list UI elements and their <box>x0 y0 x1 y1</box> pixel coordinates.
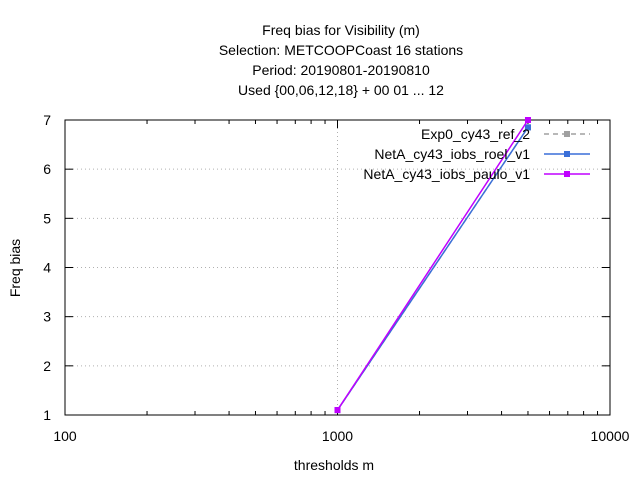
data-point <box>524 117 531 123</box>
grid <box>65 120 610 415</box>
legend-label: Exp0_cy43_ref_2 <box>421 126 530 142</box>
legend-marker <box>564 171 570 177</box>
y-tick-label: 1 <box>43 407 51 423</box>
legend: Exp0_cy43_ref_2 NetA_cy43_iobs_roel_v1 Net… <box>363 126 590 182</box>
data-point <box>524 124 531 131</box>
title-line: Freq bias for Visibility (m) <box>262 22 420 38</box>
data-point <box>334 407 341 414</box>
series-layer <box>334 117 531 414</box>
y-tick-label: 5 <box>43 210 51 226</box>
legend-label: NetA_cy43_iobs_roel_v1 <box>374 146 530 162</box>
title-line: Period: 20190801-20190810 <box>252 62 430 78</box>
x-axis-label: thresholds m <box>294 457 374 473</box>
series-line <box>336 119 529 411</box>
y-tick-label: 6 <box>43 161 51 177</box>
title-line: Selection: METCOOPCoast 16 stations <box>219 42 463 58</box>
x-tick-label: 1000 <box>322 428 353 444</box>
y-tick-label: 4 <box>43 260 51 276</box>
y-tick-label: 7 <box>43 112 51 128</box>
title-line: Used {00,06,12,18} + 00 01 ... 12 <box>238 82 444 98</box>
y-axis-label: Freq bias <box>7 239 23 297</box>
legend-marker <box>564 131 570 137</box>
axis-ticks: 1 2 3 4 5 6 7 100 1000 10000 <box>43 112 629 444</box>
legend-marker <box>564 151 570 157</box>
x-tick-label: 100 <box>53 428 77 444</box>
y-tick-label: 3 <box>43 309 51 325</box>
chart-title: Freq bias for Visibility (m) Selection: M… <box>219 22 463 98</box>
legend-label: NetA_cy43_iobs_paulo_v1 <box>363 166 530 182</box>
y-tick-label: 2 <box>43 358 51 374</box>
x-tick-label: 10000 <box>591 428 630 444</box>
